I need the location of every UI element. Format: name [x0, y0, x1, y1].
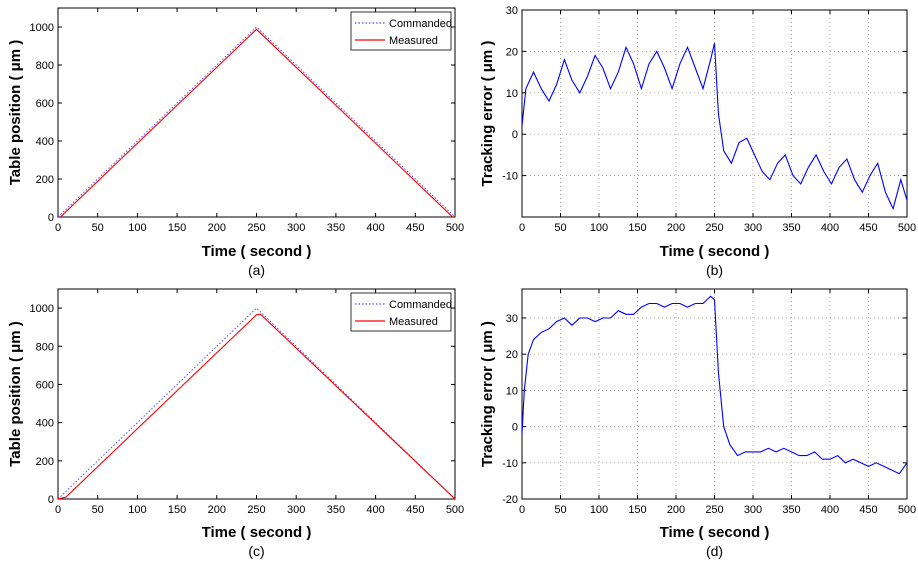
x-tick-label: 500 [898, 504, 916, 516]
y-tick-label: 200 [36, 174, 54, 186]
x-tick-label: 100 [128, 504, 146, 516]
chart-panel-a: 0 50 100 150 200 250 300 350 400 450 500 0 200 400 600… [7, 7, 464, 278]
x-tick-label: 350 [327, 222, 345, 234]
y-tick-label: 1000 [30, 22, 54, 34]
x-axis-label: Time ( second ) [202, 524, 312, 541]
x-tick-label: 50 [554, 504, 566, 516]
x-tick-label: 200 [667, 222, 685, 234]
legend-box [350, 292, 452, 332]
x-tick-label: 50 [92, 222, 104, 234]
x-tick-label: 250 [705, 222, 723, 234]
x-tick-label: 150 [628, 504, 646, 516]
x-tick-label: 350 [327, 504, 345, 516]
x-tick-label: 300 [744, 222, 762, 234]
panel-caption: (d) [706, 543, 723, 559]
x-tick-label: 250 [247, 504, 265, 516]
x-tick-label: 100 [128, 222, 146, 234]
x-tick-label: 0 [55, 504, 61, 516]
y-tick-label: 0 [48, 212, 54, 224]
x-tick-label: 500 [898, 222, 916, 234]
legend-label-measured: Measured [389, 35, 438, 47]
y-tick-label: 30 [506, 5, 518, 17]
x-tick-label: 150 [168, 504, 186, 516]
x-tick-label: 150 [628, 222, 646, 234]
x-tick-label: 200 [208, 504, 226, 516]
y-tick-label: 10 [506, 385, 518, 397]
x-tick-label: 0 [519, 504, 525, 516]
x-tick-label: 500 [446, 504, 464, 516]
series-line-commanded [58, 307, 455, 499]
x-tick-label: 100 [590, 504, 608, 516]
series-line-measured [59, 28, 454, 217]
y-tick-label: 600 [36, 98, 54, 110]
x-tick-label: 450 [859, 504, 877, 516]
chart-panel-d: 0 50 100 150 200 250 300 350 400 450 500 -20 -10 0 10 2… [479, 288, 916, 559]
x-tick-label: 100 [590, 222, 608, 234]
y-tick-label: -20 [502, 494, 518, 506]
x-tick-label: 150 [168, 222, 186, 234]
legend-label-measured: Measured [389, 316, 438, 328]
x-tick-label: 400 [366, 504, 384, 516]
series-line-tracking-error [522, 295, 907, 475]
y-axis-label: Tracking error ( μm ) [479, 321, 496, 467]
x-tick-label: 400 [821, 222, 839, 234]
x-tick-label: 0 [55, 222, 61, 234]
plot-frame [521, 9, 908, 218]
y-tick-label: 0 [512, 129, 518, 141]
y-tick-label: -10 [502, 458, 518, 470]
x-tick-label: 300 [744, 504, 762, 516]
x-tick-label: 400 [821, 504, 839, 516]
y-tick-label: 400 [36, 136, 54, 148]
x-tick-label: 200 [208, 222, 226, 234]
y-tick-label: 800 [36, 60, 54, 72]
y-axis-label: Tracking error ( μm ) [479, 41, 496, 187]
x-tick-label: 200 [667, 504, 685, 516]
y-axis-label: Table position ( μm ) [7, 40, 24, 186]
y-axis-label: Table position ( μm ) [7, 321, 24, 467]
x-tick-label: 300 [287, 504, 305, 516]
y-tick-label: -10 [502, 171, 518, 183]
legend-box [350, 11, 452, 51]
x-axis-label: Time ( second ) [202, 243, 312, 260]
panel-caption: (c) [248, 543, 264, 559]
x-tick-label: 400 [366, 222, 384, 234]
x-tick-label: 50 [554, 222, 566, 234]
x-axis-label: Time ( second ) [660, 524, 770, 541]
x-axis-label: Time ( second ) [660, 243, 770, 260]
x-tick-label: 250 [705, 504, 723, 516]
x-tick-label: 450 [406, 504, 424, 516]
x-tick-label: 450 [406, 222, 424, 234]
panel-caption: (a) [248, 262, 265, 278]
y-tick-label: 0 [512, 422, 518, 434]
y-tick-label: 0 [48, 494, 54, 506]
y-tick-label: 800 [36, 341, 54, 353]
y-tick-label: 20 [506, 46, 518, 58]
y-tick-label: 30 [506, 313, 518, 325]
y-tick-label: 1000 [30, 303, 54, 315]
series-line-measured [58, 313, 455, 499]
x-tick-label: 500 [446, 222, 464, 234]
legend-label-commanded: Commanded [389, 18, 452, 30]
chart-panel-c: 0 50 100 150 200 250 300 350 400 450 500 0 200 400 600… [7, 288, 464, 559]
panel-caption: (b) [706, 262, 723, 278]
series-line-commanded [58, 26, 455, 217]
x-tick-label: 350 [782, 222, 800, 234]
legend-label-commanded: Commanded [389, 299, 452, 311]
series-line-tracking-error [522, 42, 907, 211]
x-tick-label: 350 [782, 504, 800, 516]
y-tick-label: 200 [36, 456, 54, 468]
y-tick-label: 20 [506, 349, 518, 361]
y-tick-label: 400 [36, 418, 54, 430]
x-tick-label: 250 [247, 222, 265, 234]
y-tick-label: 10 [506, 88, 518, 100]
x-tick-label: 0 [519, 222, 525, 234]
x-tick-label: 300 [287, 222, 305, 234]
x-tick-label: 50 [92, 504, 104, 516]
x-tick-label: 450 [859, 222, 877, 234]
chart-panel-b: 0 50 100 150 200 250 300 350 400 450 500 -10 0 10 20 30… [479, 5, 916, 278]
y-tick-label: 600 [36, 379, 54, 391]
